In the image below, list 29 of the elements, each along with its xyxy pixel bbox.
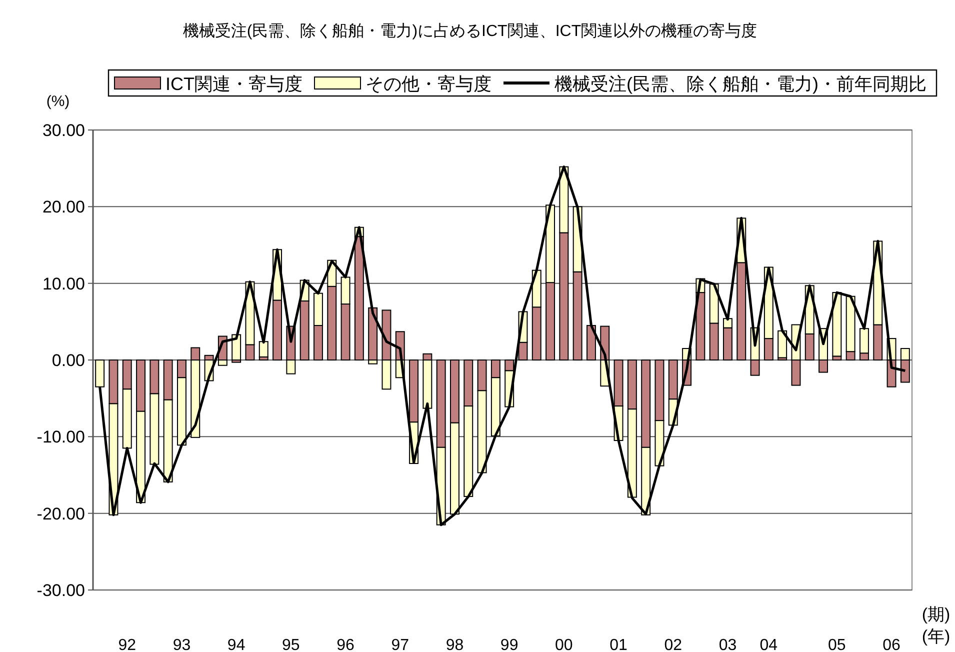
y-tick-label: 20.00 [42, 198, 85, 217]
legend-label: 機械受注(民需、除く船舶・電力)・前年同期比 [554, 74, 926, 94]
y-tick-label: 10.00 [42, 274, 85, 294]
y-tick-label: 0.00 [52, 351, 85, 370]
x-tick-label: 02 [664, 637, 682, 652]
y-tick-label: -30.00 [36, 581, 85, 600]
y-tick-label: 30.00 [42, 121, 85, 140]
x-tick-label: 96 [336, 637, 355, 652]
x-tick-label: 99 [500, 637, 518, 652]
x-tick-label: 05 [828, 637, 846, 652]
y-tick-label: -10.00 [36, 428, 85, 447]
y-axis-title: (%) [46, 93, 70, 110]
x-tick-label: 06 [882, 637, 901, 652]
chart-title: 機械受注(民需、除く船舶・電力)に占めるICT関連、ICT関連以外の機種の寄与度 [182, 22, 758, 40]
x-tick-label: 92 [118, 637, 136, 652]
x-tick-label: 95 [282, 637, 300, 652]
x-tick-label: 01 [610, 637, 628, 652]
x-tick-label: 00 [555, 637, 573, 652]
text: (年) [922, 627, 950, 646]
x-tick-label: 98 [446, 637, 464, 652]
legend-label: ICT関連・寄与度 [166, 74, 302, 94]
x-axis-title: (期) [922, 605, 950, 624]
x-tick-label: 94 [227, 637, 246, 652]
x-tick-label: 93 [172, 637, 191, 652]
x-tick-label: 03 [718, 637, 737, 652]
legend-label: その他・寄与度 [366, 74, 492, 94]
x-tick-label: 04 [760, 637, 778, 652]
x-tick-label: 97 [391, 637, 410, 652]
y-tick-label: -20.00 [36, 504, 85, 524]
